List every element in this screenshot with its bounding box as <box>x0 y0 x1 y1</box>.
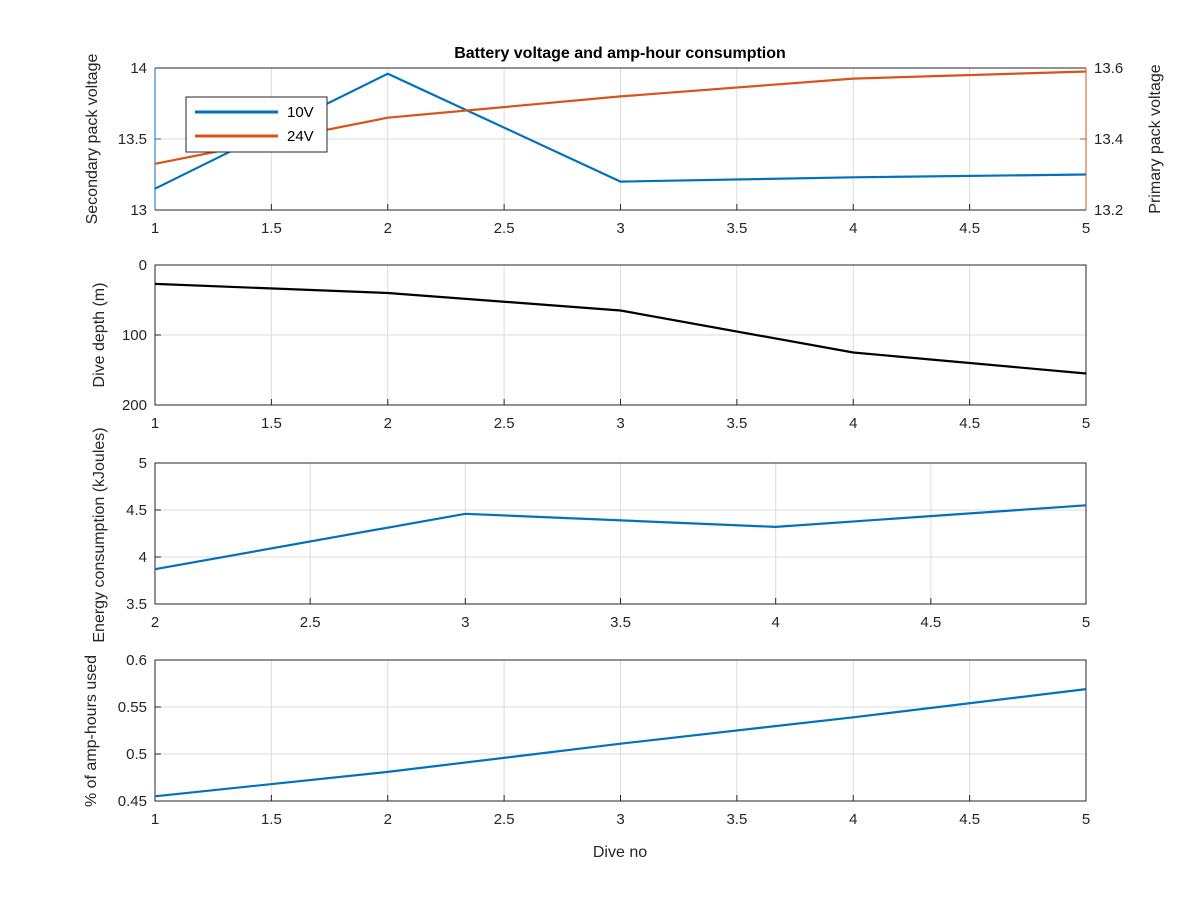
y-tick-label: 4.5 <box>126 502 147 519</box>
series-line <box>154 504 1087 571</box>
y-tick-label: 0.6 <box>126 652 147 669</box>
axes-frame <box>154 264 1087 406</box>
panel-energy: Energy consumption (kJoules) 2 2.5 3 3.5 4 4.… <box>91 427 1090 642</box>
right-y-tick-label: 13.4 <box>1094 131 1123 148</box>
x-tick-label: 3.5 <box>726 811 747 828</box>
x-tick-label: 4 <box>849 811 857 828</box>
legend-label: 24V <box>287 128 314 145</box>
panel-amphours: % of amp-hours used Dive no 1 1.5 2 2.5 3 3.5… <box>83 652 1090 861</box>
right-y-tick-label: 13.2 <box>1094 202 1123 219</box>
x-tick-label: 1 <box>151 415 159 432</box>
x-tick-label: 1.5 <box>261 415 282 432</box>
x-tick-label: 4.5 <box>920 614 941 631</box>
x-tick-label: 1.5 <box>261 811 282 828</box>
x-tick-label: 3 <box>616 811 624 828</box>
y-tick-label: 13.5 <box>118 131 147 148</box>
y-tick-label: 3.5 <box>126 596 147 613</box>
x-tick-label: 2 <box>384 811 392 828</box>
x-tick-label: 2.5 <box>494 811 515 828</box>
y-tick-label: 0.5 <box>126 746 147 763</box>
y-tick-label: 0 <box>139 257 147 274</box>
x-tick-label: 3.5 <box>726 220 747 237</box>
y-tick-label: 4 <box>139 549 147 566</box>
x-tick-label: 3 <box>616 415 624 432</box>
y-tick-label: 200 <box>122 397 147 414</box>
panel-depth: Dive depth (m) 1 1.5 2 2.5 3 3.5 4 4.5 5 0 100 200 <box>91 257 1090 432</box>
y-tick-label: 14 <box>130 60 147 77</box>
x-tick-label: 2 <box>151 614 159 631</box>
y-tick-label: 0.55 <box>118 699 147 716</box>
x-tick-label: 4.5 <box>959 415 980 432</box>
panel-voltage: Battery voltage and amp-hour consumption… <box>84 45 1164 237</box>
x-tick-label: 5 <box>1082 614 1090 631</box>
x-tick-label: 5 <box>1082 415 1090 432</box>
x-axis-label: Dive no <box>593 844 647 861</box>
y-tick-label: 100 <box>122 327 147 344</box>
chart-title: Battery voltage and amp-hour consumption <box>454 45 786 62</box>
axes-frame <box>154 659 1087 802</box>
y-tick-label: 0.45 <box>118 793 147 810</box>
y-axis-label-energy: Energy consumption (kJoules) <box>91 427 108 642</box>
x-tick-label: 3.5 <box>610 614 631 631</box>
x-tick-label: 2.5 <box>494 220 515 237</box>
x-tick-label: 1 <box>151 220 159 237</box>
y-tick-label: 13 <box>130 202 147 219</box>
series-line <box>154 282 1087 375</box>
x-tick-label: 4 <box>771 614 779 631</box>
x-tick-label: 5 <box>1082 811 1090 828</box>
y-axis-label-depth: Dive depth (m) <box>91 283 108 388</box>
x-tick-label: 3 <box>461 614 469 631</box>
x-tick-label: 4 <box>849 220 857 237</box>
x-tick-label: 5 <box>1082 220 1090 237</box>
legend-label: 10V <box>287 104 314 121</box>
x-tick-label: 4.5 <box>959 811 980 828</box>
x-tick-label: 2 <box>384 415 392 432</box>
series-line <box>154 688 1087 798</box>
x-tick-label: 2.5 <box>300 614 321 631</box>
x-tick-label: 1 <box>151 811 159 828</box>
x-tick-label: 4 <box>849 415 857 432</box>
y-axis-label-amphours: % of amp-hours used <box>83 655 100 807</box>
x-tick-label: 3.5 <box>726 415 747 432</box>
right-y-axis-label: Primary pack voltage <box>1147 64 1164 213</box>
x-tick-label: 2 <box>384 220 392 237</box>
axes-frame <box>154 462 1087 605</box>
x-tick-label: 3 <box>616 220 624 237</box>
y-tick-label: 5 <box>139 455 147 472</box>
x-tick-label: 4.5 <box>959 220 980 237</box>
x-tick-label: 1.5 <box>261 220 282 237</box>
legend-box <box>185 96 328 153</box>
x-tick-label: 2.5 <box>494 415 515 432</box>
right-y-tick-label: 13.6 <box>1094 60 1123 77</box>
left-y-axis-label: Secondary pack voltage <box>84 54 101 225</box>
